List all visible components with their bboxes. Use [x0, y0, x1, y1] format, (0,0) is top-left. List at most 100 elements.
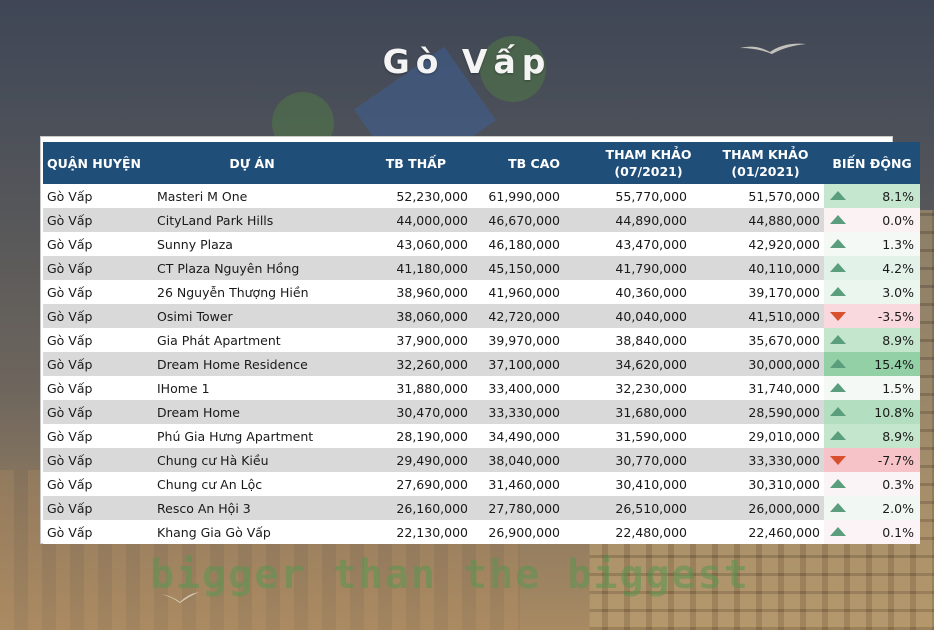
page-title: Gò Vấp — [382, 42, 552, 81]
cell-ref-07-2021: 55,770,000 — [590, 184, 707, 208]
table-row[interactable]: Gò Vấp CT Plaza Nguyên Hồng 41,180,000 45,1… — [43, 256, 920, 280]
arrow-down-icon — [830, 312, 846, 321]
table-row[interactable]: Gò Vấp Dream Home 30,470,000 33,330,000 31,6… — [43, 400, 920, 424]
cell-tb-low: 44,000,000 — [357, 208, 472, 232]
cell-change: 0.0% — [824, 208, 920, 232]
cell-district: Gò Vấp — [43, 424, 147, 448]
cell-change: 0.1% — [824, 520, 920, 544]
change-value: 4.2% — [882, 260, 914, 276]
cell-project: Masteri M One — [147, 184, 357, 208]
header-ref-07-line1: THAM KHẢO — [605, 147, 692, 162]
arrow-up-icon — [830, 431, 846, 440]
change-value: 8.1% — [882, 188, 914, 204]
cell-ref-01-2021: 42,920,000 — [707, 232, 824, 256]
table-row[interactable]: Gò Vấp Khang Gia Gò Vấp 22,130,000 26,900,0… — [43, 520, 920, 544]
cell-project: Sunny Plaza — [147, 232, 357, 256]
header-ref-01-line1: THAM KHẢO — [722, 147, 809, 162]
change-value: 15.4% — [874, 356, 914, 372]
table-row[interactable]: Gò Vấp Masteri M One 52,230,000 61,990,000 5… — [43, 184, 920, 208]
table-row[interactable]: Gò Vấp CityLand Park Hills 44,000,000 46,67… — [43, 208, 920, 232]
table-row[interactable]: Gò Vấp IHome 1 31,880,000 33,400,000 32,230,… — [43, 376, 920, 400]
cell-ref-07-2021: 44,890,000 — [590, 208, 707, 232]
change-value: 0.1% — [882, 524, 914, 540]
table-row[interactable]: Gò Vấp Chung cư Hà Kiều 29,490,000 38,040,0… — [43, 448, 920, 472]
table-row[interactable]: Gò Vấp Dream Home Residence 32,260,000 37,1… — [43, 352, 920, 376]
change-value: 3.0% — [882, 284, 914, 300]
cell-district: Gò Vấp — [43, 496, 147, 520]
arrow-up-icon — [830, 239, 846, 248]
cell-tb-high: 31,460,000 — [472, 472, 590, 496]
cell-tb-high: 42,720,000 — [472, 304, 590, 328]
header-district[interactable]: QUẬN HUYỆN — [47, 155, 141, 171]
change-value: -3.5% — [877, 308, 914, 324]
cell-project: 26 Nguyễn Thượng Hiền — [147, 280, 357, 304]
cell-ref-01-2021: 33,330,000 — [707, 448, 824, 472]
header-tb-low[interactable]: TB THẤP — [385, 155, 446, 171]
cell-change: 4.2% — [824, 256, 920, 280]
table-row[interactable]: Gò Vấp Sunny Plaza 43,060,000 46,180,000 43,… — [43, 232, 920, 256]
arrow-up-icon — [830, 383, 846, 392]
cell-district: Gò Vấp — [43, 376, 147, 400]
cell-ref-01-2021: 26,000,000 — [707, 496, 824, 520]
table-row[interactable]: Gò Vấp Osimi Tower 38,060,000 42,720,000 40,… — [43, 304, 920, 328]
table-row[interactable]: Gò Vấp Chung cư An Lộc 27,690,000 31,460,00… — [43, 472, 920, 496]
cell-tb-low: 32,260,000 — [357, 352, 472, 376]
cell-district: Gò Vấp — [43, 448, 147, 472]
arrow-up-icon — [830, 191, 846, 200]
table-row[interactable]: Gò Vấp Resco An Hội 3 26,160,000 27,780,000… — [43, 496, 920, 520]
header-project[interactable]: DỰ ÁN — [229, 155, 275, 171]
cell-project: Khang Gia Gò Vấp — [147, 520, 357, 544]
arrow-up-icon — [830, 287, 846, 296]
cell-tb-high: 33,330,000 — [472, 400, 590, 424]
price-table-panel: QUẬN HUYỆN DỰ ÁN TB THẤP TB CAO THAM KHẢ… — [40, 136, 920, 544]
header-ref-07-2021[interactable]: THAM KHẢO (07/2021) — [590, 142, 707, 184]
cell-district: Gò Vấp — [43, 304, 147, 328]
seagull-icon — [740, 43, 806, 54]
cell-project: Dream Home — [147, 400, 357, 424]
cell-project: Chung cư Hà Kiều — [147, 448, 357, 472]
cell-ref-07-2021: 30,410,000 — [590, 472, 707, 496]
cell-change: 10.8% — [824, 400, 920, 424]
cell-ref-01-2021: 31,740,000 — [707, 376, 824, 400]
cell-change: -3.5% — [824, 304, 920, 328]
cell-district: Gò Vấp — [43, 184, 147, 208]
header-tb-high[interactable]: TB CAO — [508, 155, 560, 171]
cell-change: 1.5% — [824, 376, 920, 400]
change-value: 1.5% — [882, 380, 914, 396]
cell-tb-low: 52,230,000 — [357, 184, 472, 208]
cell-tb-low: 26,160,000 — [357, 496, 472, 520]
cell-tb-high: 46,180,000 — [472, 232, 590, 256]
price-table: QUẬN HUYỆN DỰ ÁN TB THẤP TB CAO THAM KHẢ… — [43, 142, 920, 544]
cell-tb-high: 45,150,000 — [472, 256, 590, 280]
cell-tb-low: 29,490,000 — [357, 448, 472, 472]
change-value: 8.9% — [882, 332, 914, 348]
cell-tb-high: 38,040,000 — [472, 448, 590, 472]
cell-change: 8.9% — [824, 424, 920, 448]
cell-district: Gò Vấp — [43, 208, 147, 232]
arrow-up-icon — [830, 359, 846, 368]
cell-tb-high: 41,960,000 — [472, 280, 590, 304]
cell-change: 2.0% — [824, 496, 920, 520]
cell-tb-low: 43,060,000 — [357, 232, 472, 256]
arrow-up-icon — [830, 527, 846, 536]
cell-tb-low: 38,060,000 — [357, 304, 472, 328]
change-value: 10.8% — [874, 404, 914, 420]
cell-district: Gò Vấp — [43, 352, 147, 376]
header-ref-07-line2: (07/2021) — [614, 164, 683, 179]
header-ref-01-line2: (01/2021) — [731, 164, 800, 179]
arrow-up-icon — [830, 503, 846, 512]
table-row[interactable]: Gò Vấp Gia Phát Apartment 37,900,000 39,970… — [43, 328, 920, 352]
cell-project: CityLand Park Hills — [147, 208, 357, 232]
table-row[interactable]: Gò Vấp 26 Nguyễn Thượng Hiền 38,960,000 41,… — [43, 280, 920, 304]
header-ref-01-2021[interactable]: THAM KHẢO (01/2021) — [707, 142, 824, 184]
header-change[interactable]: BIẾN ĐỘNG — [832, 155, 912, 171]
cell-ref-07-2021: 38,840,000 — [590, 328, 707, 352]
cell-district: Gò Vấp — [43, 520, 147, 544]
cell-ref-01-2021: 30,000,000 — [707, 352, 824, 376]
table-row[interactable]: Gò Vấp Phú Gia Hưng Apartment 28,190,000 34… — [43, 424, 920, 448]
change-value: 2.0% — [882, 500, 914, 516]
cell-tb-low: 22,130,000 — [357, 520, 472, 544]
arrow-up-icon — [830, 335, 846, 344]
cell-district: Gò Vấp — [43, 400, 147, 424]
change-value: 8.9% — [882, 428, 914, 444]
